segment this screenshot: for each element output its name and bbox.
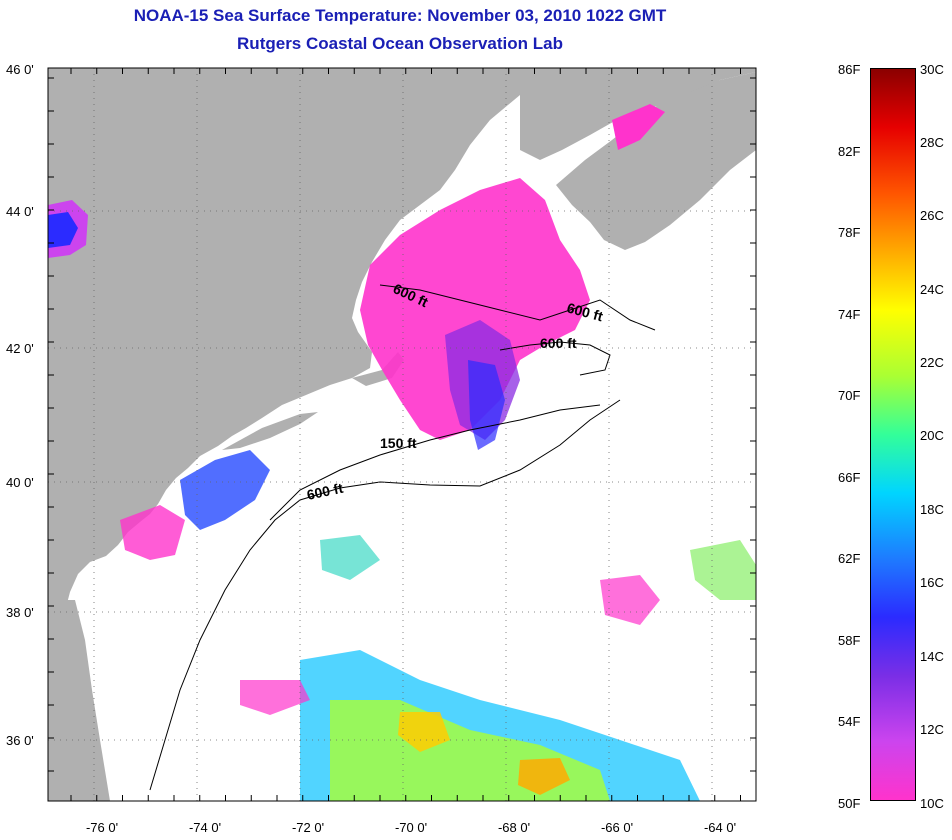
contour-label: 150 ft <box>380 435 417 451</box>
colorbar-c-label: 28C <box>920 135 944 150</box>
lon-label: -72 0' <box>291 820 325 835</box>
contour-150ft <box>269 404 601 521</box>
map-frame <box>47 67 757 802</box>
sst-patch-fundy <box>612 104 665 150</box>
lat-label: 46 0' <box>6 62 34 77</box>
map-subtitle: Rutgers Coastal Ocean Observation Lab <box>237 34 563 53</box>
contour-600ft-georges <box>499 341 611 376</box>
sst-patch-coastal-nj <box>180 450 270 530</box>
sst-patch-gulf-of-maine <box>360 178 590 440</box>
colorbar-f-label: 78F <box>838 225 861 240</box>
sst-patch-mid-1 <box>320 535 380 580</box>
colorbar-c-label: 30C <box>920 62 944 77</box>
lon-label: -68 0' <box>497 820 531 835</box>
lat-label: 42 0' <box>6 341 34 356</box>
lon-label: -74 0' <box>188 820 222 835</box>
colorbar-c-label: 16C <box>920 575 944 590</box>
sst-patch-mid-4 <box>240 680 310 715</box>
land-new-brunswick <box>520 68 756 160</box>
colorbar-c-label: 10C <box>920 796 944 811</box>
contour-label: 600 ft <box>540 335 577 351</box>
lon-label: -76 0' <box>85 820 119 835</box>
colorbar-c-label: 18C <box>920 502 944 517</box>
lat-label: 40 0' <box>6 475 34 490</box>
contour-label: 600 ft <box>305 480 344 503</box>
lon-label: -66 0' <box>600 820 634 835</box>
lon-label: -64 0' <box>703 820 737 835</box>
colorbar-c-label: 24C <box>920 282 944 297</box>
colorbar-c-label: 20C <box>920 428 944 443</box>
colorbar-f-label: 50F <box>838 796 861 811</box>
colorbar-c-label: 26C <box>920 208 944 223</box>
contour-600ft-gulf <box>379 284 656 331</box>
sst-patch-mid-3 <box>690 540 756 600</box>
colorbar-c-label: 14C <box>920 649 944 664</box>
sst-patch-gulf-blue <box>468 360 505 450</box>
temperature-colorbar <box>870 68 916 801</box>
colorbar-c-label: 22C <box>920 355 944 370</box>
sst-patch-south-warm-3 <box>398 712 450 752</box>
land-us-mainland <box>48 68 520 801</box>
colorbar-f-label: 70F <box>838 388 861 403</box>
colorbar-f-label: 62F <box>838 551 861 566</box>
land-nova-scotia <box>556 72 756 250</box>
sst-patch-south-warm-4 <box>518 758 570 795</box>
land-long-island <box>222 412 318 450</box>
sst-patch-coastal-nj-magenta <box>120 505 185 560</box>
graticule <box>48 68 756 801</box>
colorbar-f-label: 86F <box>838 62 861 77</box>
lat-label: 44 0' <box>6 204 34 219</box>
colorbar-f-label: 54F <box>838 714 861 729</box>
colorbar-f-label: 66F <box>838 470 861 485</box>
colorbar-f-label: 74F <box>838 307 861 322</box>
lat-label: 38 0' <box>6 605 34 620</box>
colorbar-f-label: 82F <box>838 144 861 159</box>
contour-600ft-south <box>149 399 621 791</box>
map-title: NOAA-15 Sea Surface Temperature: Novembe… <box>133 6 667 25</box>
colorbar-c-label: 12C <box>920 722 944 737</box>
colorbar-f-label: 58F <box>838 633 861 648</box>
axis-ticks <box>48 68 756 801</box>
land-delmarva <box>48 600 110 801</box>
lat-label: 36 0' <box>6 733 34 748</box>
lon-label: -70 0' <box>394 820 428 835</box>
sst-patch-mid-2 <box>600 575 660 625</box>
sst-patch-lake-core <box>48 212 78 248</box>
